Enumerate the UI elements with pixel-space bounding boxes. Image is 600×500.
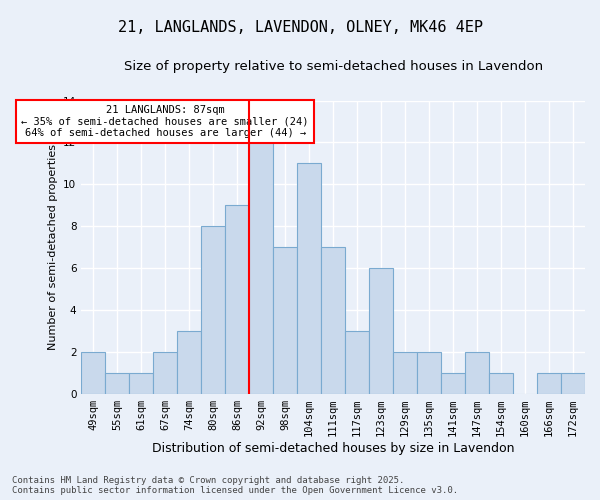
Bar (393, 352, 417, 394)
Bar (177, 331, 201, 394)
Bar (201, 226, 225, 394)
Bar (249, 142, 273, 394)
Bar (417, 352, 441, 394)
Bar (489, 373, 513, 394)
Bar (465, 352, 489, 394)
Text: Contains HM Land Registry data © Crown copyright and database right 2025.
Contai: Contains HM Land Registry data © Crown c… (12, 476, 458, 495)
Bar (345, 331, 369, 394)
Text: 21 LANGLANDS: 87sqm
← 35% of semi-detached houses are smaller (24)
64% of semi-d: 21 LANGLANDS: 87sqm ← 35% of semi-detach… (22, 104, 309, 138)
Bar (297, 164, 321, 394)
Y-axis label: Number of semi-detached properties: Number of semi-detached properties (47, 144, 58, 350)
X-axis label: Distribution of semi-detached houses by size in Lavendon: Distribution of semi-detached houses by … (152, 442, 514, 455)
Bar (129, 373, 153, 394)
Text: 21, LANGLANDS, LAVENDON, OLNEY, MK46 4EP: 21, LANGLANDS, LAVENDON, OLNEY, MK46 4EP (118, 20, 482, 35)
Bar (105, 373, 129, 394)
Title: Size of property relative to semi-detached houses in Lavendon: Size of property relative to semi-detach… (124, 60, 542, 73)
Bar (225, 206, 249, 394)
Bar (153, 352, 177, 394)
Bar (441, 373, 465, 394)
Bar (81, 352, 105, 394)
Bar (369, 268, 393, 394)
Bar (561, 373, 585, 394)
Bar (537, 373, 561, 394)
Bar (273, 248, 297, 394)
Bar (321, 248, 345, 394)
